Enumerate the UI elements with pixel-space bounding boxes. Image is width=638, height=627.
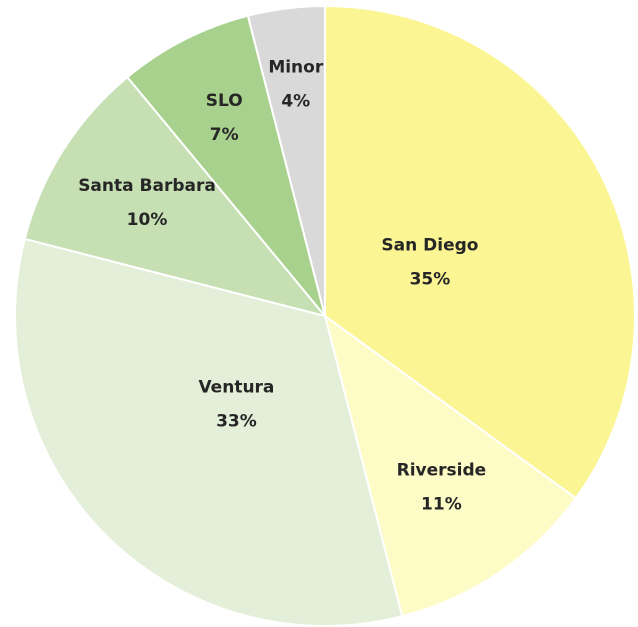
slice-label: San Diego: [381, 236, 478, 256]
pie-slice: [23, 75, 328, 318]
pie-slice: [323, 313, 578, 618]
slice-value-label: 33%: [216, 412, 257, 432]
slice-label: SLO: [206, 91, 243, 111]
pie-slice: [246, 4, 326, 317]
slice-value-label: 10%: [127, 210, 168, 230]
slice-label: Ventura: [198, 378, 274, 398]
slice-label: Minor: [268, 58, 324, 78]
slice-value-label: 7%: [210, 125, 239, 145]
slice-value-label: 35%: [410, 270, 451, 290]
slice-value-label: 11%: [421, 494, 462, 514]
pie-slice: [14, 237, 404, 627]
pie-slice: [125, 14, 326, 317]
pie-slice: [324, 4, 636, 500]
slice-label: Santa Barbara: [78, 176, 216, 196]
slice-label: Riverside: [397, 460, 487, 480]
slice-value-label: 4%: [281, 92, 310, 112]
